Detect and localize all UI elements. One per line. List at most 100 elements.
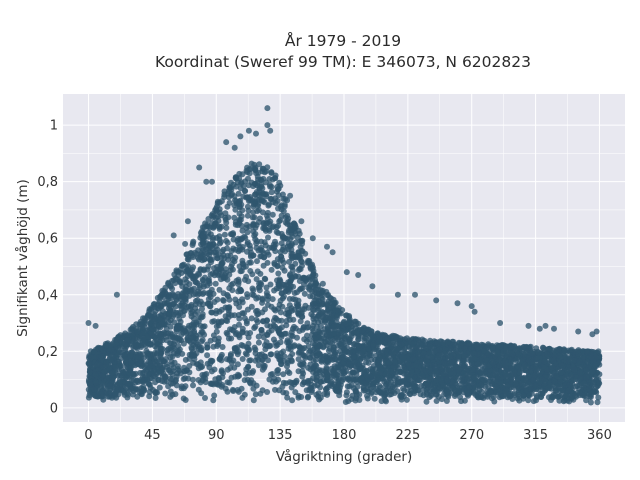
data-point [305, 393, 312, 400]
data-point [190, 238, 197, 245]
data-point [330, 372, 337, 379]
data-point [393, 334, 399, 341]
data-point [355, 342, 362, 349]
data-point [220, 297, 227, 304]
data-point [318, 373, 324, 380]
data-point [310, 315, 317, 322]
data-point [237, 216, 244, 223]
data-point [265, 234, 271, 241]
data-point [178, 262, 185, 269]
data-point [182, 276, 189, 283]
data-point [306, 336, 313, 343]
data-point [264, 322, 271, 329]
data-point [540, 345, 547, 351]
data-point [262, 306, 268, 313]
data-point [367, 366, 374, 372]
data-point [190, 254, 196, 261]
data-point [176, 367, 183, 374]
data-point [263, 284, 270, 291]
data-point [324, 359, 331, 366]
data-point [171, 359, 178, 366]
data-point [255, 362, 262, 369]
data-point [274, 183, 281, 190]
data-point [284, 218, 291, 224]
data-point [472, 392, 479, 398]
data-point [296, 286, 303, 293]
data-point [447, 353, 454, 360]
data-point [224, 245, 230, 252]
data-point [127, 386, 134, 393]
data-point [596, 371, 603, 378]
data-point [466, 340, 473, 347]
data-point [127, 349, 134, 356]
data-point [266, 226, 272, 233]
data-point [284, 212, 291, 219]
data-point [87, 381, 94, 387]
data-point [455, 355, 462, 362]
data-point [324, 292, 331, 299]
data-point [134, 334, 141, 341]
data-point [271, 175, 278, 182]
data-point [275, 192, 282, 199]
data-point [384, 367, 391, 374]
data-point [269, 296, 276, 303]
data-point [274, 350, 281, 357]
data-point [377, 370, 384, 376]
data-point [388, 391, 395, 398]
data-point [253, 308, 259, 315]
data-point [188, 301, 195, 308]
data-point [205, 229, 212, 236]
data-point [183, 251, 190, 258]
data-point [244, 229, 251, 236]
data-point [283, 390, 290, 397]
data-point [323, 364, 330, 371]
data-point [306, 274, 313, 281]
data-point [403, 396, 410, 403]
data-point [284, 243, 291, 250]
data-point [186, 337, 192, 344]
data-point [169, 391, 176, 398]
data-point [315, 282, 322, 289]
data-point [264, 331, 271, 338]
data-point [213, 307, 220, 314]
data-point [234, 361, 241, 368]
data-point [242, 188, 249, 194]
data-point [417, 341, 424, 348]
data-point [138, 385, 145, 392]
data-point [541, 380, 548, 387]
data-point [305, 259, 312, 266]
data-point [355, 320, 362, 327]
data-point [243, 351, 250, 358]
data-point [307, 282, 314, 288]
data-point [248, 252, 254, 259]
data-point [94, 393, 101, 400]
data-point [366, 350, 373, 357]
data-point [204, 352, 211, 359]
data-point [167, 354, 174, 361]
data-point [208, 259, 214, 266]
data-point [289, 267, 296, 274]
data-point [211, 336, 218, 343]
data-point [302, 250, 309, 257]
data-point [334, 342, 341, 349]
data-point [242, 263, 249, 270]
data-point [235, 312, 242, 318]
data-point [368, 331, 375, 338]
data-point [103, 342, 109, 349]
data-point [210, 397, 217, 404]
data-point [278, 324, 285, 331]
data-point [209, 270, 216, 277]
data-point [278, 290, 285, 297]
data-point [500, 348, 507, 355]
data-point [163, 337, 170, 344]
data-point [252, 391, 259, 398]
data-point [261, 364, 268, 371]
data-point [122, 374, 129, 381]
data-point [189, 308, 196, 315]
data-point [112, 364, 119, 371]
data-point [448, 359, 455, 366]
data-point [388, 349, 395, 356]
data-point [461, 345, 468, 352]
data-point [329, 315, 336, 322]
